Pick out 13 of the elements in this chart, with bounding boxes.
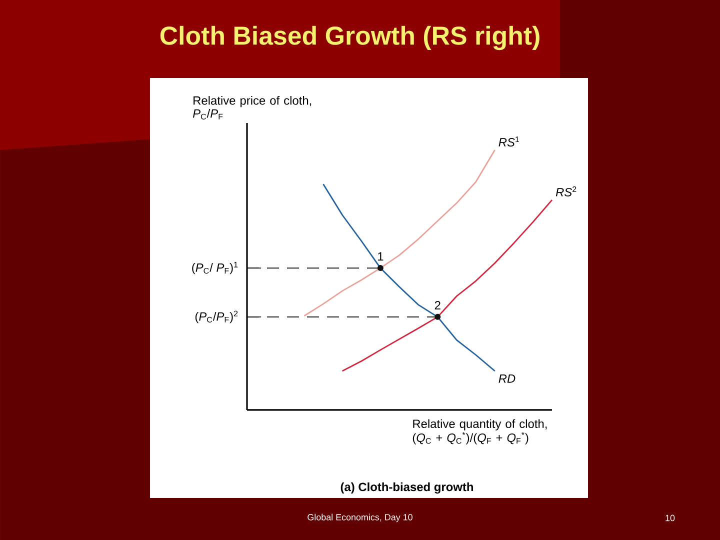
text: Relative quantity of cloth, (Q$_{C}$ + Q$_{C}$$^{*}$)/(Q$_{F}$ + Q$_{F}$$^{*}$) [412,419,547,444]
series-label: RS$^{2}$ [556,186,576,196]
text: (a) Cloth-biased growth [340,482,474,494]
text: Global Economics, Day 10 [308,514,412,522]
annotation: 2 [434,301,440,310]
y-axis-title: Relative price of cloth, P$_{C}$/P$_{F}$ [192,96,312,120]
series-label: RS$^{1}$ [498,136,519,146]
annotation: 1 [378,252,384,261]
ref-line-label: (P$_{C}$/P$_{F}$)$^{2}$ [195,310,238,324]
chart-title: Cloth Biased Growth (RS right) [160,26,540,50]
text: 10 [666,514,675,522]
ref-line-label: (P$_{C}$/ P$_{F}$)$^{1}$ [192,262,238,274]
series-label: RD [498,374,516,383]
